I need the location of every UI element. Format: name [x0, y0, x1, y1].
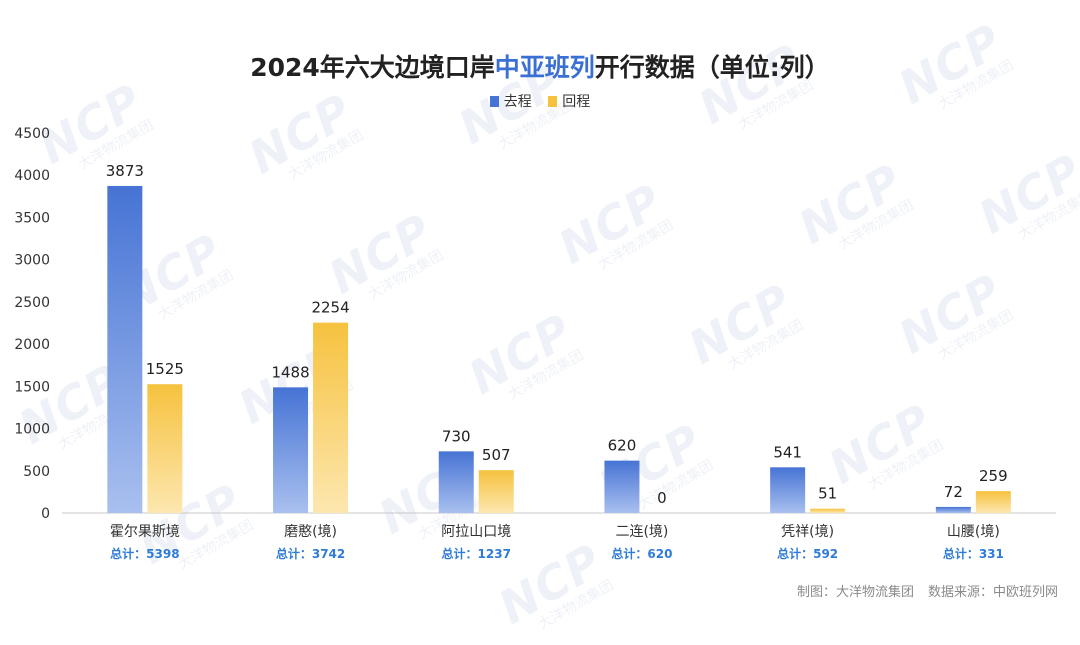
title-suffix: 开行数据（单位:列）: [594, 53, 830, 82]
legend-swatch-inbound: [548, 96, 558, 107]
chart-legend: 去程 回程: [0, 91, 1080, 111]
bar-inbound-4: [810, 508, 846, 513]
footer-made-by: 制图：大洋物流集团: [796, 585, 914, 600]
data-label-outbound-4: 541: [773, 443, 802, 461]
y-tick-label-500: 500: [23, 464, 50, 480]
bar-chart: 0 500 1000 1500 2000 2500 3000 3500 4000 4500 3873…: [14, 126, 1056, 561]
x-tick-label-1: 磨憨(境): [284, 524, 337, 540]
y-tick-label-4000: 4000: [14, 168, 50, 184]
data-label-inbound-0: 1525: [146, 360, 184, 378]
legend-label-outbound: 去程: [503, 94, 532, 110]
y-tick-label-0: 0: [41, 506, 50, 522]
title-prefix: 2024年六大边境口岸: [250, 53, 495, 82]
data-label-outbound-5: 72: [944, 483, 963, 501]
legend-item-outbound: 去程: [489, 91, 532, 111]
x-tick-label-3: 二连(境): [615, 524, 668, 540]
bar-inbound-2: [478, 470, 514, 513]
legend-item-inbound: 回程: [548, 91, 590, 111]
bar-outbound-1: [273, 387, 309, 513]
footer-credits: 制图：大洋物流集团 数据来源：中欧班列网: [783, 581, 1058, 600]
chart-title: 2024年六大边境口岸中亚班列开行数据（单位:列）: [0, 48, 1080, 84]
data-label-outbound-0: 3873: [106, 162, 144, 180]
y-tick-label-1000: 1000: [14, 422, 50, 438]
total-label-3: 总计：620: [611, 546, 672, 561]
total-label-5: 总计：331: [943, 546, 1004, 561]
bar-outbound-5: [935, 506, 971, 513]
x-tick-label-0: 霍尔果斯境: [110, 524, 180, 540]
data-label-inbound-1: 2254: [311, 299, 349, 317]
title-accent: 中亚班列: [494, 53, 595, 82]
legend-label-inbound: 回程: [562, 94, 591, 110]
bar-outbound-0: [107, 185, 143, 514]
footer-source: 数据来源：中欧班列网: [927, 585, 1058, 600]
y-tick-label-2500: 2500: [14, 295, 50, 311]
legend-swatch-outbound: [489, 96, 499, 107]
total-label-2: 总计：1237: [442, 546, 511, 561]
bar-outbound-2: [438, 451, 474, 513]
data-label-inbound-2: 507: [482, 446, 511, 464]
bar-outbound-3: [604, 460, 640, 513]
data-label-inbound-4: 51: [818, 485, 837, 503]
total-label-1: 总计：3742: [276, 546, 345, 561]
total-label-4: 总计：592: [777, 546, 838, 561]
y-tick-label-3500: 3500: [14, 210, 50, 226]
y-tick-label-2000: 2000: [14, 337, 50, 353]
data-label-inbound-3: 0: [657, 489, 667, 507]
data-label-outbound-1: 1488: [271, 363, 309, 381]
bar-inbound-5: [975, 491, 1011, 513]
x-tick-label-2: 阿拉山口境: [441, 524, 511, 540]
data-label-outbound-2: 730: [442, 427, 471, 445]
bar-outbound-4: [770, 467, 806, 513]
x-tick-label-4: 凭祥(境): [781, 524, 834, 540]
bar-inbound-1: [313, 322, 349, 513]
y-tick-label-1500: 1500: [14, 379, 50, 395]
y-tick-label-4500: 4500: [14, 126, 50, 142]
x-tick-label-5: 山腰(境): [947, 524, 1000, 540]
bar-inbound-0: [147, 384, 183, 513]
y-tick-label-3000: 3000: [14, 253, 50, 269]
total-label-0: 总计：5398: [110, 546, 179, 561]
data-label-inbound-5: 259: [979, 467, 1008, 485]
data-label-outbound-3: 620: [608, 437, 637, 455]
